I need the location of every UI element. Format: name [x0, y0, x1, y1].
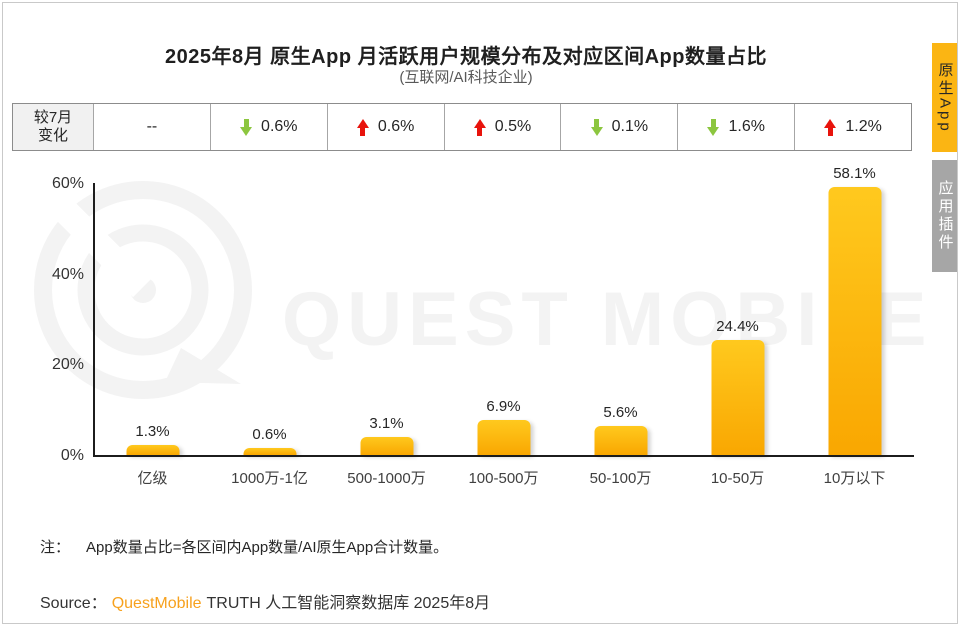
change-value: 0.1%: [611, 118, 649, 135]
x-tick-label: 100-500万: [468, 470, 539, 487]
footnote-text: App数量占比=各区间内App数量/AI原生App合计数量。: [86, 539, 449, 556]
source-rest: TRUTH 人工智能洞察数据库 2025年8月: [206, 595, 491, 612]
bar-slot: 0.6%: [211, 184, 328, 455]
change-cell: --: [94, 104, 211, 150]
change-value: 0.5%: [494, 118, 532, 135]
page-subtitle: (互联网/AI科技企业): [399, 69, 533, 86]
change-table-header: 较7月 变化: [13, 104, 94, 150]
bar: [360, 437, 413, 455]
bar: [243, 448, 296, 455]
arrow-up-icon: [356, 118, 369, 136]
x-tick-label: 10万以下: [823, 470, 886, 487]
source-line: Source： QuestMobile TRUTH 人工智能洞察数据库 2025年8…: [40, 589, 490, 613]
bar: [126, 445, 179, 455]
change-value: 1.2%: [845, 118, 882, 135]
bar-slot: 24.4%: [679, 184, 796, 455]
y-tick-60: 60%: [51, 175, 84, 192]
y-tick-0: 0%: [60, 447, 84, 464]
change-value: --: [146, 118, 158, 135]
change-vs-july-table: 较7月 变化 -- 0.6% 0.6% 0.5% 0.1% 1.6%: [12, 103, 912, 151]
footnote-label: 注：: [40, 539, 71, 556]
x-tick-label: 1000万-1亿: [231, 470, 308, 487]
bar-value-label: 5.6%: [603, 404, 638, 421]
bar: [477, 420, 530, 455]
plot-area: 1.3% 0.6% 3.1% 6.9% 5.6% 24.4%: [94, 165, 913, 455]
bar-slot: 3.1%: [328, 184, 445, 455]
change-header-line2: 变化: [37, 127, 68, 144]
x-tick-label: 50-100万: [589, 470, 652, 487]
x-axis-line: [93, 455, 914, 457]
bar-value-label: 1.3%: [135, 423, 170, 440]
change-cell: 0.1%: [561, 104, 679, 150]
x-axis-labels: 亿级 1000万-1亿 500-1000万 100-500万 50-100万 1…: [94, 467, 913, 488]
change-value: 1.6%: [728, 118, 765, 135]
footnote: 注： App数量占比=各区间内App数量/AI原生App合计数量。: [40, 536, 448, 557]
change-value: 0.6%: [261, 118, 298, 135]
arrow-up-icon: [824, 118, 837, 136]
change-cell: 1.6%: [678, 104, 796, 150]
x-tick-label: 亿级: [137, 470, 168, 487]
bar-slot: 58.1%: [796, 165, 913, 455]
change-cell: 0.5%: [445, 104, 562, 150]
tab-native-app[interactable]: 原生App: [932, 43, 958, 152]
arrow-down-icon: [240, 118, 253, 136]
bar-slot: 5.6%: [562, 184, 679, 455]
arrow-down-icon: [590, 118, 603, 136]
y-tick-40: 40%: [51, 266, 84, 283]
questmobile-text-watermark: QUEST MOBILE: [282, 277, 933, 362]
arrow-down-icon: [707, 118, 720, 136]
source-label: Source：: [40, 595, 107, 612]
change-cell: 0.6%: [328, 104, 445, 150]
page-title: 2025年8月 原生App 月活跃用户规模分布及对应区间App数量占比: [165, 46, 767, 68]
bar: [594, 426, 647, 455]
bar: [711, 340, 764, 455]
bar-value-label: 3.1%: [369, 415, 404, 432]
y-tick-20: 20%: [51, 356, 84, 373]
source-brand: QuestMobile: [111, 595, 202, 612]
arrow-up-icon: [473, 118, 486, 136]
tab-app-plugin[interactable]: 应用插件: [932, 160, 958, 272]
bar-value-label: 24.4%: [716, 318, 759, 335]
x-tick-label: 500-1000万: [347, 470, 426, 487]
bar-slot: 6.9%: [445, 184, 562, 455]
change-cell: 1.2%: [795, 104, 911, 150]
x-tick-label: 10-50万: [710, 470, 765, 487]
bar-value-label: 0.6%: [252, 426, 287, 443]
bar: [828, 187, 881, 455]
change-value: 0.6%: [377, 118, 415, 135]
bar-value-label: 6.9%: [486, 398, 521, 415]
change-header-line1: 较7月: [33, 109, 73, 126]
change-cell: 0.6%: [211, 104, 328, 150]
bar-slot: 1.3%: [94, 184, 211, 455]
bar-value-label: 58.1%: [833, 165, 876, 182]
y-axis-line: [93, 183, 95, 457]
